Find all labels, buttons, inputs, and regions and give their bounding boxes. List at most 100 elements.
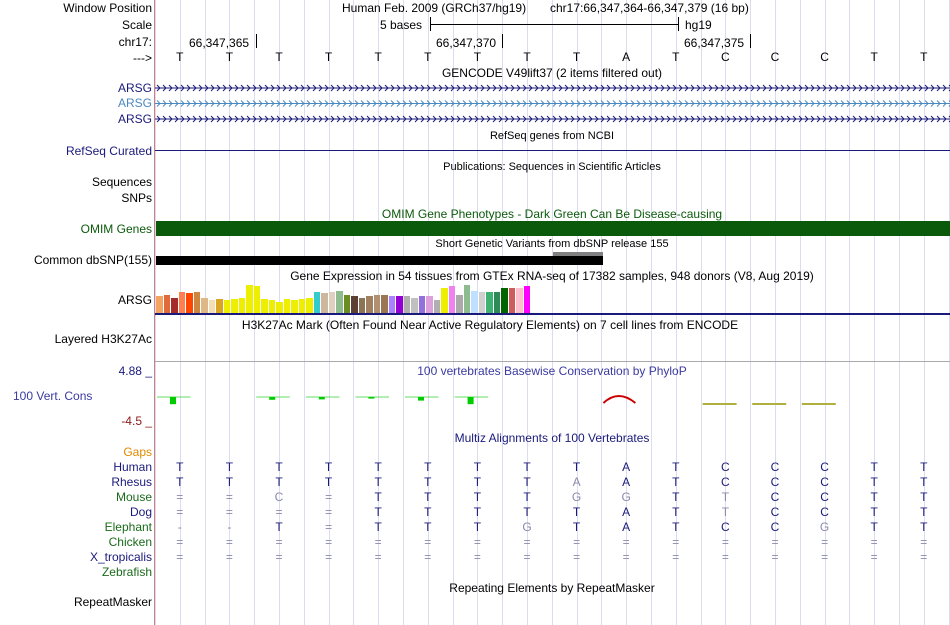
h3k27ac-track-title[interactable]: H3K27Ac Mark (Often Found Near Active Re… <box>241 318 739 332</box>
phylop-track-title[interactable]: 100 vertebrates Basewise Conservation by… <box>417 364 687 378</box>
gencode-item-label[interactable]: ARSG <box>117 81 152 95</box>
species-label[interactable]: Human <box>113 460 152 474</box>
gtex-tissue-bar[interactable] <box>448 286 455 313</box>
gtex-tissue-bar[interactable] <box>298 299 305 313</box>
gtex-track-label[interactable]: ARSG <box>117 293 152 307</box>
phylop-score-bar[interactable] <box>269 397 276 400</box>
publications-track-title[interactable]: Publications: Sequences in Scientific Ar… <box>443 161 661 173</box>
gencode-track-title[interactable]: GENCODE V49lift37 (2 items filtered out) <box>441 66 663 80</box>
gtex-tissue-bar[interactable] <box>201 298 208 313</box>
gtex-tissue-bar[interactable] <box>313 292 320 313</box>
gencode-item-label[interactable]: ARSG <box>117 96 152 110</box>
gtex-tissue-bar[interactable] <box>291 300 298 313</box>
gtex-tissue-bar[interactable] <box>463 285 470 313</box>
gtex-tissue-bar[interactable] <box>283 299 290 313</box>
snps-track-label[interactable]: SNPs <box>121 191 152 205</box>
dbsnp-track-title[interactable]: Short Genetic Variants from dbSNP releas… <box>435 238 669 250</box>
gtex-expression-bars[interactable] <box>156 284 950 313</box>
omim-phenotype-bar[interactable] <box>156 221 950 236</box>
gtex-track-title[interactable]: Gene Expression in 54 tissues from GTEx … <box>290 269 814 283</box>
gtex-tissue-bar[interactable] <box>478 292 485 313</box>
gtex-tissue-bar[interactable] <box>366 296 373 313</box>
gtex-tissue-bar[interactable] <box>163 295 170 313</box>
species-label[interactable]: Chicken <box>108 535 152 549</box>
gtex-tissue-bar[interactable] <box>381 295 388 313</box>
dbsnp-variant-bar[interactable] <box>156 256 603 265</box>
gtex-tissue-bar[interactable] <box>433 300 440 313</box>
phylop-score-bar[interactable] <box>467 397 474 405</box>
phylop-track-label[interactable]: 100 Vert. Cons <box>13 389 93 403</box>
alignment-base: = <box>225 535 233 549</box>
gtex-tissue-bar[interactable] <box>343 295 350 313</box>
gtex-tissue-bar[interactable] <box>508 288 515 313</box>
gtex-tissue-bar[interactable] <box>208 300 215 313</box>
omim-track-label[interactable]: OMIM Genes <box>80 222 152 236</box>
gtex-tissue-bar[interactable] <box>268 300 275 313</box>
gtex-tissue-bar[interactable] <box>441 288 448 313</box>
gtex-tissue-bar[interactable] <box>471 291 478 313</box>
refseq-gene-line[interactable] <box>155 150 950 151</box>
omim-track-title[interactable]: OMIM Gene Phenotypes - Dark Green Can Be… <box>381 207 723 221</box>
species-label[interactable]: Dog <box>129 505 152 519</box>
gtex-tissue-bar[interactable] <box>456 295 463 313</box>
gtex-tissue-bar[interactable] <box>223 300 230 313</box>
gtex-tissue-bar[interactable] <box>238 298 245 313</box>
alignment-base: = <box>473 550 481 564</box>
gtex-tissue-bar[interactable] <box>418 296 425 313</box>
gtex-tissue-bar[interactable] <box>178 292 185 313</box>
gtex-tissue-bar[interactable] <box>253 286 260 313</box>
gtex-tissue-bar[interactable] <box>426 296 433 313</box>
gtex-tissue-bar[interactable] <box>351 296 358 313</box>
gtex-tissue-bar[interactable] <box>501 288 508 313</box>
gtex-tissue-bar[interactable] <box>336 291 343 313</box>
gtex-tissue-bar[interactable] <box>358 298 365 313</box>
refseq-track-label[interactable]: RefSeq Curated <box>65 144 152 158</box>
gtex-tissue-bar[interactable] <box>216 299 223 313</box>
gtex-tissue-bar[interactable] <box>523 286 530 313</box>
species-label[interactable]: Elephant <box>104 520 152 534</box>
gtex-tissue-bar[interactable] <box>486 292 493 313</box>
sequence-base: C <box>721 50 730 64</box>
phylop-score-bar[interactable] <box>170 397 176 405</box>
gtex-tissue-bar[interactable] <box>186 293 193 313</box>
dbsnp-track-label[interactable]: Common dbSNP(155) <box>33 253 152 267</box>
repeatmasker-track-label[interactable]: RepeatMasker <box>73 595 152 609</box>
gtex-tissue-bar[interactable] <box>373 295 380 313</box>
refseq-track-title[interactable]: RefSeq genes from NCBI <box>489 130 615 142</box>
species-label[interactable]: Zebrafish <box>101 565 152 579</box>
species-label[interactable]: Rhesus <box>111 475 152 489</box>
alignment-base: T <box>424 460 432 474</box>
alignment-base: C <box>770 520 780 534</box>
gtex-tissue-bar[interactable] <box>261 299 268 313</box>
species-label[interactable]: Mouse <box>115 490 152 504</box>
gtex-tissue-bar[interactable] <box>388 296 395 313</box>
gtex-tissue-bar[interactable] <box>171 298 178 313</box>
gencode-item-label[interactable]: ARSG <box>117 112 152 126</box>
gencode-transcripts[interactable] <box>155 80 950 126</box>
gtex-tissue-bar[interactable] <box>396 296 403 313</box>
gtex-tissue-bar[interactable] <box>403 296 410 313</box>
gtex-tissue-bar[interactable] <box>306 298 313 313</box>
gtex-tissue-bar[interactable] <box>328 292 335 313</box>
phylop-score-bar[interactable] <box>318 397 325 400</box>
phylop-score-bar[interactable] <box>368 397 375 399</box>
species-label[interactable]: X_tropicalis <box>89 550 152 564</box>
h3k27ac-track-label[interactable]: Layered H3K27Ac <box>54 332 152 346</box>
publications-track-label[interactable]: Sequences <box>91 175 152 189</box>
gtex-tissue-bar[interactable] <box>493 292 500 313</box>
dbsnp-variant-highlight[interactable] <box>553 252 603 256</box>
phylop-score-bar[interactable] <box>418 397 424 401</box>
gtex-tissue-bar[interactable] <box>516 288 523 313</box>
gtex-tissue-bar[interactable] <box>276 302 283 313</box>
gtex-tissue-bar[interactable] <box>193 292 200 313</box>
multiz-track-title[interactable]: Multiz Alignments of 100 Vertebrates <box>454 431 650 445</box>
repeatmasker-track-title[interactable]: Repeating Elements by RepeatMasker <box>449 581 655 595</box>
gtex-tissue-bar[interactable] <box>231 299 238 313</box>
gtex-tissue-bar[interactable] <box>411 298 418 313</box>
phylop-conservation-plot[interactable] <box>155 370 950 425</box>
gtex-tissue-bar[interactable] <box>321 293 328 313</box>
gaps-label[interactable]: Gaps <box>123 445 152 459</box>
phylop-negative-score[interactable] <box>602 395 637 404</box>
gtex-tissue-bar[interactable] <box>156 296 163 313</box>
gtex-tissue-bar[interactable] <box>246 285 253 313</box>
